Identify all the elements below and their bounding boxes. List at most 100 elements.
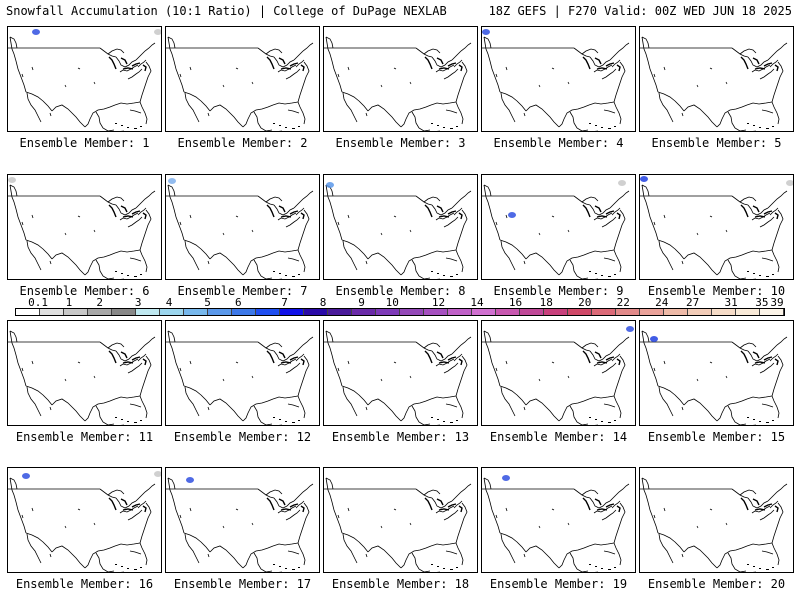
us-snowfall-map (639, 320, 794, 426)
ensemble-member-label: Ensemble Member: 8 (335, 284, 466, 298)
ensemble-member-label: Ensemble Member: 17 (173, 577, 312, 591)
snowfall-shading (482, 29, 490, 35)
us-snowfall-map (165, 26, 320, 132)
color-scale-tick-label: 8 (319, 296, 327, 309)
color-swatch (496, 309, 520, 315)
us-snowfall-map (7, 26, 162, 132)
color-swatch (184, 309, 208, 315)
color-swatch (688, 309, 712, 315)
us-snowfall-map (481, 174, 636, 280)
color-scale-bar (15, 308, 785, 316)
snowfall-shading (22, 473, 30, 479)
color-swatch (352, 309, 376, 315)
color-scale-tick-label: 12 (431, 296, 446, 309)
snowfall-shading (186, 477, 194, 483)
color-swatch (232, 309, 256, 315)
ensemble-member-label: Ensemble Member: 6 (19, 284, 150, 298)
color-swatch (400, 309, 424, 315)
color-scale-tick-label: 14 (470, 296, 484, 309)
us-snowfall-map (323, 467, 478, 573)
ensemble-member-label: Ensemble Member: 14 (489, 430, 628, 444)
snowfall-shading (8, 177, 16, 183)
color-scale-tick-label: 39 (770, 296, 784, 309)
ensemble-member-label: Ensemble Member: 4 (493, 136, 624, 150)
color-swatch (40, 309, 64, 315)
color-swatch (64, 309, 88, 315)
color-scale-tick-label: 7 (281, 296, 288, 309)
color-swatch (136, 309, 160, 315)
color-scale-tick-label: 0.1 (28, 296, 49, 309)
color-swatch (664, 309, 688, 315)
ensemble-member-label: Ensemble Member: 10 (647, 284, 786, 298)
color-scale-tick-label: 27 (685, 296, 700, 309)
color-scale-tick-label: 6 (234, 296, 242, 309)
ensemble-member-label: Ensemble Member: 9 (493, 284, 624, 298)
snowfall-shading (508, 212, 516, 218)
us-snowfall-map (639, 174, 794, 280)
snowfall-shading (640, 176, 648, 182)
snowfall-shading (626, 326, 634, 332)
color-swatch (592, 309, 616, 315)
color-swatch (472, 309, 496, 315)
snowfall-shading (154, 29, 161, 35)
valid-time-label: 18Z GEFS | F270 Valid: 00Z WED JUN 18 20… (488, 4, 792, 18)
color-swatch (112, 309, 136, 315)
color-swatch (616, 309, 640, 315)
color-swatch (448, 309, 472, 315)
ensemble-member-label: Ensemble Member: 1 (19, 136, 150, 150)
color-scale-tick-label: 35 (755, 296, 769, 309)
color-scale-tick-label: 22 (616, 296, 630, 309)
color-swatch (520, 309, 544, 315)
ensemble-member-label: Ensemble Member: 5 (651, 136, 782, 150)
color-scale-tick-label: 3 (134, 296, 142, 309)
color-scale-labels: 0.1 1 2 3 4 5 6 7 8 9 10 12 14 16 18 20 22 24 27 31 35 39 (15, 296, 785, 309)
us-snowfall-map (165, 320, 320, 426)
ensemble-member-label: Ensemble Member: 2 (177, 136, 308, 150)
color-swatch (568, 309, 592, 315)
ensemble-member-label: Ensemble Member: 16 (15, 577, 154, 591)
us-snowfall-map (165, 467, 320, 573)
us-snowfall-map (481, 26, 636, 132)
ensemble-member-label: Ensemble Member: 13 (331, 430, 470, 444)
ensemble-member-label: Ensemble Member: 20 (647, 577, 786, 591)
color-swatch (328, 309, 352, 315)
color-swatch (280, 309, 304, 315)
color-scale-tick-label: 10 (385, 296, 399, 309)
snowfall-shading (650, 336, 658, 342)
color-scale-tick-label: 20 (578, 296, 592, 309)
ensemble-member-label: Ensemble Member: 3 (335, 136, 466, 150)
ensemble-member-label: Ensemble Member: 15 (647, 430, 786, 444)
us-snowfall-map (7, 174, 162, 280)
ensemble-member-label: Ensemble Member: 11 (15, 430, 154, 444)
snowfall-shading (326, 182, 334, 188)
color-scale-tick-label: 1 (65, 296, 73, 309)
us-snowfall-map (165, 174, 320, 280)
snowfall-shading (618, 180, 626, 186)
color-scale-tick-label: 9 (358, 296, 365, 309)
color-scale-legend: 0.1 1 2 3 4 5 6 7 8 9 10 12 14 16 18 20 22 24 27 31 35 39 (0, 296, 800, 322)
us-snowfall-map (481, 467, 636, 573)
color-scale-tick-label: 5 (204, 296, 211, 309)
ensemble-member-label: Ensemble Member: 12 (173, 430, 312, 444)
color-swatch (544, 309, 568, 315)
us-snowfall-map (639, 467, 794, 573)
color-swatch (88, 309, 112, 315)
color-swatch (640, 309, 664, 315)
color-scale-tick-label: 31 (724, 296, 738, 309)
us-snowfall-map (7, 467, 162, 573)
snowfall-shading (502, 475, 510, 481)
color-swatch (16, 309, 40, 315)
color-swatch (376, 309, 400, 315)
ensemble-member-label: Ensemble Member: 18 (331, 577, 470, 591)
ensemble-member-label: Ensemble Member: 7 (177, 284, 308, 298)
color-swatch (160, 309, 184, 315)
color-swatch (424, 309, 448, 315)
color-swatch (736, 309, 760, 315)
color-swatch (304, 309, 328, 315)
us-snowfall-map (481, 320, 636, 426)
us-snowfall-map (639, 26, 794, 132)
color-swatch (760, 309, 784, 315)
color-scale-tick-label: 18 (539, 296, 553, 309)
color-scale-tick-label: 24 (655, 296, 669, 309)
us-snowfall-map (7, 320, 162, 426)
